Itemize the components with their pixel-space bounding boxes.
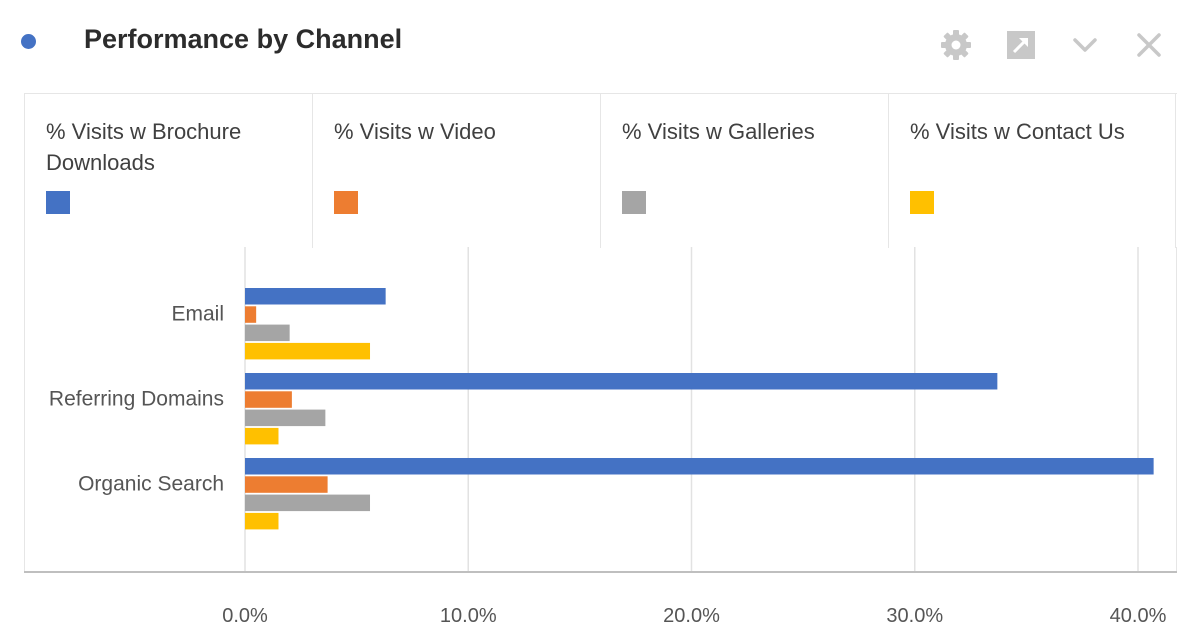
- category-label: Email: [171, 303, 224, 326]
- legend-item-brochure[interactable]: % Visits w Brochure Downloads: [24, 94, 312, 248]
- legend-item-contact-us[interactable]: % Visits w Contact Us: [888, 94, 1176, 248]
- legend-label: % Visits w Contact Us: [910, 119, 1125, 144]
- bar: [245, 427, 279, 445]
- bar: [245, 324, 290, 342]
- chevron-down-icon[interactable]: [1068, 28, 1102, 62]
- bar: [245, 458, 1154, 475]
- bar: [245, 391, 292, 408]
- category-label: Referring Domains: [49, 388, 224, 411]
- legend-label: % Visits w Brochure Downloads: [46, 119, 242, 175]
- expand-icon[interactable]: [1004, 28, 1038, 62]
- legend-item-video[interactable]: % Visits w Video: [312, 94, 600, 248]
- legend-swatch: [622, 191, 646, 214]
- gear-icon[interactable]: [939, 28, 973, 62]
- legend-swatch: [334, 191, 358, 214]
- category-label: Organic Search: [78, 473, 224, 496]
- bar: [245, 512, 279, 530]
- legend-swatch: [46, 191, 70, 214]
- legend-label: % Visits w Video: [334, 119, 496, 144]
- x-tick-label: 40.0%: [1110, 605, 1167, 627]
- close-icon[interactable]: [1132, 28, 1166, 62]
- bar: [245, 494, 371, 512]
- chart-plot-frame: [24, 247, 1177, 573]
- bar: [245, 476, 328, 493]
- legend-swatch: [910, 191, 934, 214]
- x-tick-label: 30.0%: [886, 605, 943, 627]
- bar: [245, 306, 257, 323]
- bar: [245, 342, 371, 360]
- bar: [245, 288, 386, 305]
- x-tick-label: 10.0%: [440, 605, 497, 627]
- legend-item-galleries[interactable]: % Visits w Galleries: [600, 94, 888, 248]
- bar: [245, 373, 998, 390]
- x-tick-label: 0.0%: [222, 605, 268, 627]
- panel-title: Performance by Channel: [84, 24, 403, 54]
- status-dot: [21, 34, 36, 49]
- panel-header: Performance by Channel: [0, 0, 1203, 86]
- bar: [245, 409, 326, 427]
- x-tick-label: 20.0%: [663, 605, 720, 627]
- legend-label: % Visits w Galleries: [622, 119, 815, 144]
- chart-legend: % Visits w Brochure Downloads % Visits w…: [24, 93, 1177, 248]
